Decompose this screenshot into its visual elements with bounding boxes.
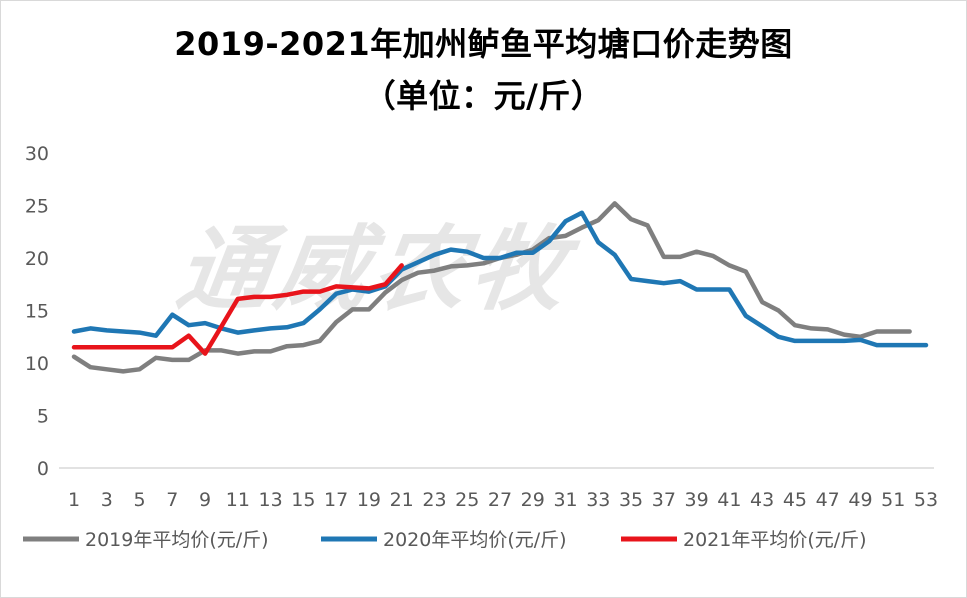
x-tick-label: 27 [488,489,512,511]
y-tick-label: 10 [25,353,49,375]
x-tick-label: 19 [357,489,381,511]
legend-label-0: 2019年平均价(元/斤) [85,529,269,551]
x-tick-label: 21 [390,489,414,511]
series-line-2 [71,263,404,356]
x-tick-label: 41 [717,489,741,511]
x-tick-label: 7 [166,489,178,511]
x-tick-label: 39 [685,489,709,511]
x-tick-label: 31 [553,489,577,511]
x-tick-label: 15 [291,489,315,511]
y-axis-ticks: 0 5 10 15 20 25 30 [25,143,49,480]
x-tick-label: 13 [259,489,283,511]
x-tick-label: 53 [914,489,938,511]
y-tick-label: 0 [37,458,49,480]
watermark: 通威农牧 [171,215,585,322]
x-tick-label: 3 [101,489,113,511]
y-tick-label: 25 [25,196,49,218]
series-lines [71,201,929,374]
x-tick-label: 29 [521,489,545,511]
chart-subtitle: （单位：元/斤） [363,77,604,115]
x-tick-label: 25 [455,489,479,511]
x-axis-ticks: 1 3 5 7 9 11 13 15 17 19 21 23 25 27 29 31 33 35 37 39 41 43 4… [68,489,938,511]
x-tick-label: 33 [586,489,610,511]
y-tick-label: 20 [25,248,49,270]
y-tick-label: 30 [25,143,49,165]
x-tick-label: 23 [422,489,446,511]
series-line-0 [71,201,912,374]
x-tick-label: 49 [848,489,872,511]
series-line-1 [71,210,929,348]
chart-title: 2019-2021年加州鲈鱼平均塘口价走势图 [174,25,793,63]
y-tick-label: 15 [25,301,49,323]
x-tick-label: 17 [324,489,348,511]
x-tick-label: 11 [226,489,250,511]
x-tick-label: 47 [816,489,840,511]
y-tick-label: 5 [37,406,49,428]
x-tick-label: 35 [619,489,643,511]
x-tick-label: 37 [652,489,676,511]
x-tick-label: 45 [783,489,807,511]
x-tick-label: 43 [750,489,774,511]
x-tick-label: 5 [133,489,145,511]
legend-label-1: 2020年平均价(元/斤) [383,529,567,551]
x-tick-label: 1 [68,489,80,511]
x-tick-label: 51 [881,489,905,511]
legend-label-2: 2021年平均价(元/斤) [683,529,867,551]
x-tick-label: 9 [199,489,211,511]
legend: 2019年平均价(元/斤) 2020年平均价(元/斤) 2021年平均价(元/斤) [23,529,867,551]
